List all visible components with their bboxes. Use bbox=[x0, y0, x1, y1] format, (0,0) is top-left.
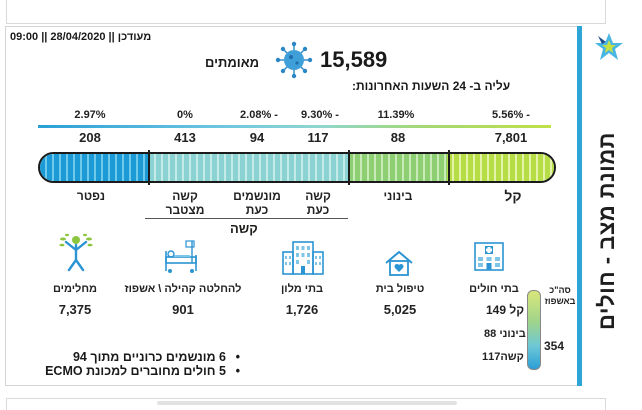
bar-segment-severe bbox=[149, 154, 348, 181]
previous-card-edge bbox=[6, 0, 606, 24]
count-deceased: 208 bbox=[79, 130, 101, 145]
category-deceased-label: נפטר bbox=[76, 189, 106, 203]
hospitalized-severe: 117קשה bbox=[482, 351, 524, 363]
sidebar-title: תמונת מצב - חולים bbox=[594, 132, 619, 330]
hospital-bed-icon bbox=[165, 240, 197, 273]
trend-line bbox=[38, 125, 551, 128]
bar-divider bbox=[348, 150, 350, 185]
category-severe-cumulative-label: קשה מצטבר bbox=[165, 189, 205, 217]
bar-segment-mild bbox=[446, 154, 554, 181]
pct-deceased: 2.97% bbox=[74, 109, 106, 121]
confirmed-label: מאומתים bbox=[205, 55, 260, 70]
count-severe-cumulative: 413 bbox=[174, 130, 196, 145]
pct-ventilated: 2.08% - bbox=[240, 109, 278, 121]
home-care-icon bbox=[385, 250, 413, 276]
stat-home-care-label: טיפול בית bbox=[375, 283, 425, 295]
card-sidebar: תמונת מצב - חולים bbox=[577, 26, 627, 386]
next-card-edge bbox=[6, 398, 606, 410]
severe-group-underline bbox=[145, 218, 348, 219]
stat-undecided-label: להחלטה קהילה \ אשפוז bbox=[124, 283, 242, 295]
bar-segment-deceased bbox=[40, 154, 150, 181]
notes-list: 6 מונשמים כרוניים מתוך 94 5 חולים מחוברי… bbox=[40, 350, 240, 378]
hospital-icon bbox=[474, 242, 504, 271]
note-item: 5 חולים מחוברים למכונת ECMO bbox=[40, 364, 240, 378]
severity-gauge bbox=[527, 290, 541, 370]
hospitalized-total-value: 354 bbox=[544, 339, 565, 353]
severe-group-label: קשה bbox=[230, 221, 258, 236]
hotel-icon bbox=[282, 241, 324, 275]
count-severe-now: 117 bbox=[307, 130, 329, 145]
category-mild-label: קל bbox=[504, 188, 522, 204]
category-severe-now-label: קשה כעת bbox=[305, 189, 331, 217]
pct-severe-cumulative: 0% bbox=[177, 109, 193, 121]
hospitalized-mild: 149 קל bbox=[486, 303, 525, 317]
stat-recovered-label: מחלימים bbox=[52, 283, 98, 295]
bar-divider bbox=[148, 150, 150, 185]
bar-divider bbox=[448, 150, 450, 185]
stat-undecided-value: 901 bbox=[172, 302, 194, 317]
ministry-logo-icon bbox=[595, 33, 623, 60]
confirmed-total: 15,589 bbox=[320, 47, 388, 72]
stat-hotels-label: בתי מלון bbox=[280, 283, 324, 295]
rise-24h-label: עליה ב- 24 השעות האחרונות: bbox=[352, 79, 511, 93]
recovered-person-icon bbox=[59, 233, 93, 272]
pct-severe-now: 9.30% - bbox=[301, 109, 339, 121]
updated-timestamp: מעודכן || 28/04/2020 || 09:00 bbox=[10, 31, 152, 43]
pct-moderate: 11.39% bbox=[377, 109, 415, 121]
hospitalized-total-label: סה"כ באשפוז bbox=[544, 285, 576, 306]
count-ventilated: 94 bbox=[249, 130, 265, 145]
stat-hospitals-label: בתי חולים bbox=[469, 283, 519, 295]
bar-segment-moderate bbox=[347, 154, 447, 181]
hospitalized-moderate: 88 בינוני bbox=[484, 328, 526, 340]
stat-recovered-value: 7,375 bbox=[58, 302, 92, 317]
category-moderate-label: בינוני bbox=[383, 189, 413, 203]
virus-icon bbox=[275, 41, 313, 79]
stat-home-care-value: 5,025 bbox=[383, 302, 417, 317]
category-ventilated-label: מונשמים כעת bbox=[233, 189, 281, 217]
stat-hotels-value: 1,726 bbox=[285, 302, 319, 317]
count-mild: 7,801 bbox=[494, 130, 528, 145]
count-moderate: 88 bbox=[390, 130, 406, 145]
pct-mild: 5.56% - bbox=[492, 109, 530, 121]
status-card bbox=[5, 26, 627, 386]
severity-bar bbox=[38, 152, 556, 183]
note-item: 6 מונשמים כרוניים מתוך 94 bbox=[40, 350, 240, 364]
